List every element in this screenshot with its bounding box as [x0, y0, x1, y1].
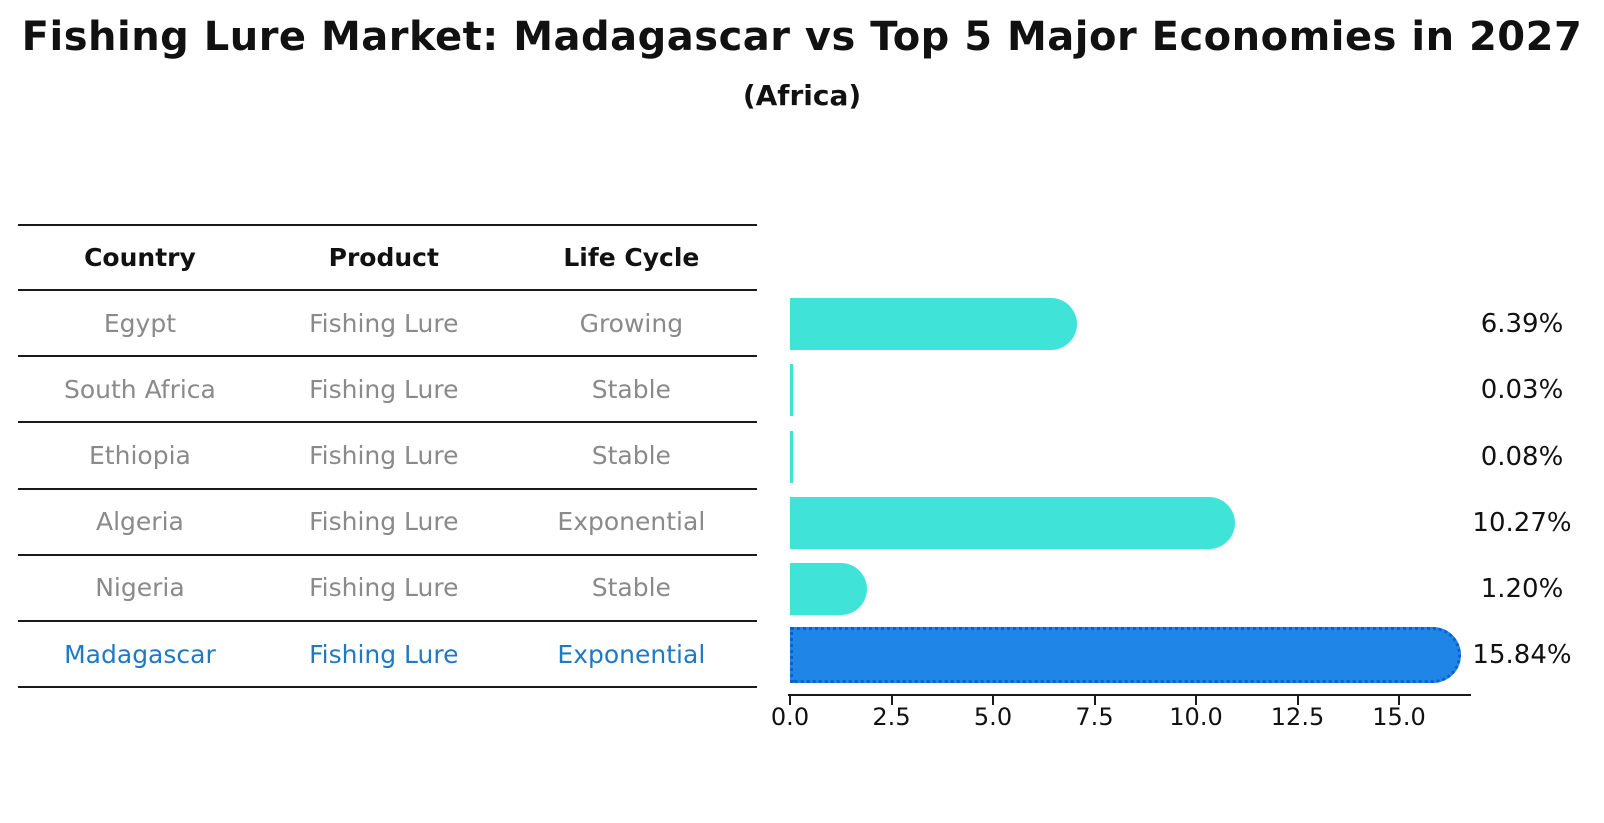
cell-product: Fishing Lure — [309, 573, 459, 603]
chart-subtitle: (Africa) — [742, 79, 862, 112]
cell-life-cycle: Growing — [579, 308, 684, 338]
x-axis-tick-label: 0.0 — [770, 703, 810, 731]
x-axis-tick-mark — [1296, 696, 1299, 705]
cell-product: Fishing Lure — [309, 507, 459, 537]
cell-country: Algeria — [96, 507, 184, 537]
bar-algeria — [790, 496, 1235, 549]
bar-value-label: 0.03% — [1480, 375, 1564, 406]
bar-value-label: 10.27% — [1472, 507, 1572, 538]
bar-nigeria — [790, 562, 867, 615]
x-axis-tick-label: 5.0 — [973, 703, 1013, 731]
x-axis-tick-label: 12.5 — [1270, 703, 1325, 731]
table-row: South Africa Fishing Lure Stable — [18, 357, 757, 424]
x-axis-line — [788, 694, 1471, 696]
country-table: Country Product Life Cycle Egypt Fishing … — [18, 224, 757, 689]
x-axis-tick-mark — [1093, 696, 1096, 705]
table-header-product: Product — [328, 243, 439, 272]
cell-country: Ethiopia — [89, 440, 191, 470]
cell-life-cycle: Exponential — [557, 507, 706, 537]
table-row: Nigeria Fishing Lure Stable — [18, 556, 757, 622]
x-axis-tick-label: 10.0 — [1169, 703, 1223, 731]
table-row: Egypt Fishing Lure Growing — [18, 291, 757, 358]
x-axis-tick-mark — [1398, 696, 1400, 705]
table-body: Egypt Fishing Lure Growing South Africa Fish… — [18, 291, 757, 689]
table-row: Algeria Fishing Lure Exponential — [18, 490, 757, 556]
bar-value-label: 0.08% — [1480, 441, 1564, 472]
cell-life-cycle: Exponential — [557, 639, 706, 669]
page-title: Fishing Lure Market: Madagascar vs Top 5… — [21, 14, 1583, 60]
table-header-life-cycle: Life Cycle — [563, 243, 700, 272]
cell-product: Fishing Lure — [309, 374, 459, 404]
cell-life-cycle: Stable — [591, 374, 671, 404]
table-header-country: Country — [84, 243, 196, 272]
x-axis-tick-mark — [1195, 696, 1197, 705]
bar-value-label: 15.84% — [1472, 640, 1572, 671]
x-axis-tick-mark — [789, 696, 791, 705]
bar-value-label: 6.39% — [1480, 309, 1564, 340]
table-row: Ethiopia Fishing Lure Stable — [18, 423, 757, 490]
bar-egypt — [790, 298, 1078, 351]
bar-south-africa — [790, 364, 793, 417]
cell-product: Fishing Lure — [309, 440, 459, 470]
cell-life-cycle: Stable — [591, 573, 671, 603]
bar-madagascar — [790, 627, 1462, 684]
x-axis-tick-mark — [890, 696, 893, 705]
cell-country: South Africa — [63, 374, 216, 404]
cell-life-cycle: Stable — [591, 440, 671, 470]
x-axis-tick-label: 15.0 — [1372, 703, 1426, 731]
bar-ethiopia — [790, 430, 794, 483]
table-header-row: Country Product Life Cycle — [18, 224, 757, 291]
cell-country: Nigeria — [95, 573, 185, 603]
x-axis-tick-label: 7.5 — [1075, 703, 1114, 731]
cell-product: Fishing Lure — [309, 308, 459, 338]
table-row: Madagascar Fishing Lure Exponential — [18, 622, 757, 689]
bar-value-label: 1.20% — [1480, 573, 1564, 604]
x-axis-tick-mark — [992, 696, 994, 705]
cell-country: Madagascar — [64, 639, 216, 669]
cell-product: Fishing Lure — [309, 639, 459, 669]
cell-country: Egypt — [103, 308, 176, 338]
x-axis-tick-label: 2.5 — [872, 703, 911, 731]
